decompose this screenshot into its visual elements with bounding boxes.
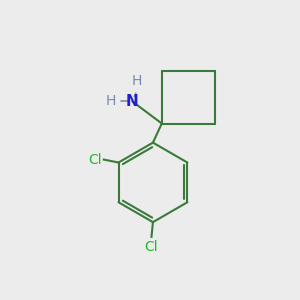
Text: H: H (132, 74, 142, 88)
Text: Cl: Cl (89, 153, 102, 166)
Text: N: N (126, 94, 139, 109)
Text: Cl: Cl (145, 240, 158, 254)
Text: H: H (106, 94, 116, 108)
